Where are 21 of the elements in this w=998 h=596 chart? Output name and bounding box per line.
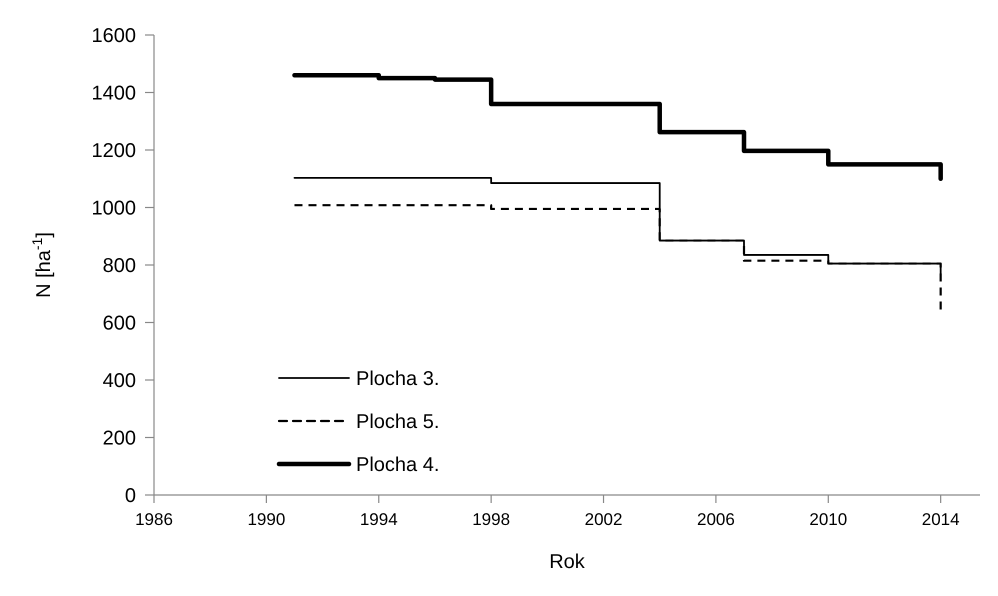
y-tick-label: 1400 [92,82,136,104]
x-tick-label: 1998 [472,510,510,529]
x-tick-label: 2006 [696,510,735,529]
x-tick-label: 1994 [360,510,398,529]
x-tick-label: 2014 [922,510,960,529]
y-tick-label: 600 [102,312,136,334]
y-tick-label: 200 [102,428,136,450]
x-tick-label: 1986 [135,510,173,529]
y-tick-label: 1600 [92,25,136,47]
legend-label: Plocha 3. [356,368,440,390]
legend-label: Plocha 4. [356,454,440,476]
y-tick-label: 0 [124,485,136,507]
legend-label: Plocha 5. [356,411,440,433]
x-tick-label: 1990 [247,510,286,529]
y-tick-label: 1200 [92,140,136,162]
x-tick-label: 2002 [584,510,622,529]
x-tick-label: 2010 [809,510,848,529]
y-tick-label: 400 [102,370,136,392]
x-axis-title: Rok [549,551,586,573]
y-tick-label: 800 [102,255,136,277]
y-tick-label: 1000 [92,198,136,220]
